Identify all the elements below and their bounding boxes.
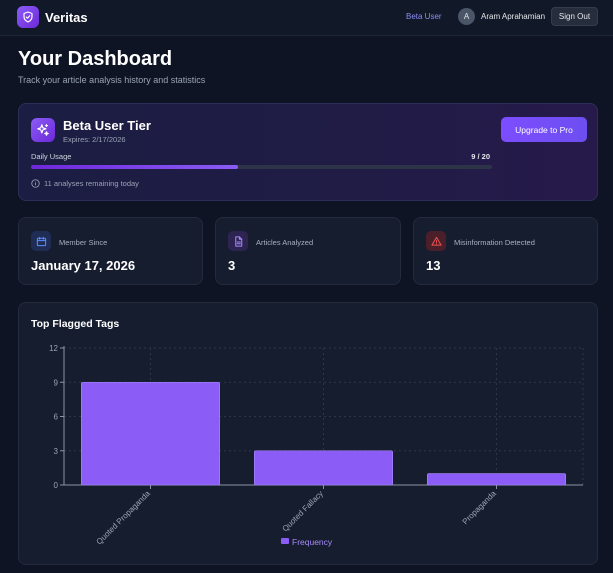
tier-title: Beta User Tier [63, 118, 151, 133]
page-title: Your Dashboard [18, 48, 173, 70]
upgrade-to-pro-button[interactable]: Upgrade to Pro [501, 117, 587, 142]
tier-expiry: Expires: 2/17/2026 [63, 135, 126, 144]
stat-value: 13 [426, 258, 441, 273]
y-tick-label: 9 [54, 378, 59, 387]
stat-label: Member Since [59, 238, 108, 247]
x-tick-label: Quoted Fallacy [280, 489, 324, 533]
legend-label: Frequency [292, 537, 333, 547]
bar [80, 381, 220, 486]
brand-name[interactable]: Veritas [45, 10, 88, 25]
x-tick-label: Propaganda [461, 489, 499, 527]
y-tick-label: 0 [54, 481, 59, 490]
stat-label: Misinformation Detected [454, 238, 535, 247]
stat-value: January 17, 2026 [31, 258, 136, 273]
username: Aram Aprahamian [481, 12, 546, 21]
y-tick-label: 3 [54, 447, 59, 456]
bar [254, 450, 393, 486]
stat-value: 3 [228, 258, 236, 273]
chart-card: Top Flagged Tags 0 3 6 9 12 Quoted Propaganda… [18, 302, 598, 565]
bar-chart: 0 3 6 9 12 Quoted Propaganda Quoted Fallacy Pro… [49, 344, 584, 547]
daily-usage-label: Daily Usage [31, 152, 72, 161]
legend-swatch [281, 538, 289, 544]
daily-usage-progress-fill [31, 165, 239, 169]
shield-icon[interactable] [17, 6, 39, 28]
chart-title: Top Flagged Tags [31, 318, 120, 330]
daily-usage-count: 9 / 20 [471, 152, 490, 161]
info-icon [31, 179, 40, 188]
y-tick-label: 12 [49, 344, 58, 353]
y-tick-label: 6 [54, 413, 59, 422]
sparkles-icon [31, 118, 55, 142]
warning-icon [426, 231, 446, 251]
document-icon [228, 231, 248, 251]
beta-user-link[interactable]: Beta User [406, 12, 442, 21]
stat-label: Articles Analyzed [256, 238, 314, 247]
stat-card-articles-analyzed: Articles Analyzed 3 [215, 217, 401, 285]
page-subtitle: Track your article analysis history and … [18, 75, 206, 85]
stat-card-member-since: Member Since January 17, 2026 [18, 217, 203, 285]
x-tick-label: Quoted Propaganda [95, 489, 153, 547]
top-navigation-bar: Veritas Beta User A Aram Aprahamian Sign… [0, 0, 613, 36]
tier-card: Beta User Tier Expires: 2/17/2026 Upgrad… [18, 103, 598, 201]
bar [426, 473, 566, 486]
sign-out-button[interactable]: Sign Out [551, 7, 598, 26]
analyses-remaining-text: 11 analyses remaining today [44, 179, 139, 188]
daily-usage-progress-bar [31, 165, 492, 169]
calendar-icon [31, 231, 51, 251]
avatar[interactable]: A [458, 8, 475, 25]
stat-card-misinformation-detected: Misinformation Detected 13 [413, 217, 598, 285]
